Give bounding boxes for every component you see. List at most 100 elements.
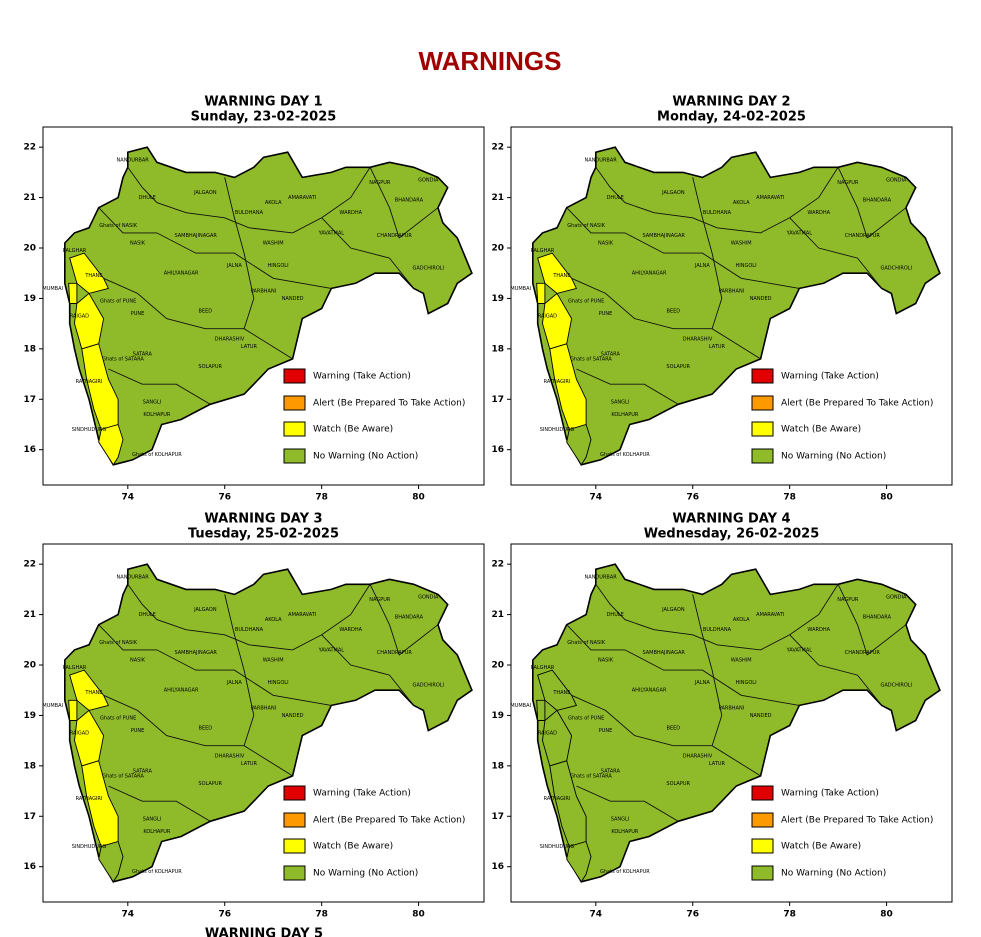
- district-label: DHARASHIV: [683, 336, 713, 342]
- x-tick-label: 74: [590, 493, 603, 503]
- district-label: GADCHIROLI: [412, 266, 444, 272]
- district-label: CHANDRAPUR: [845, 650, 881, 656]
- district-label: KOLHAPUR: [611, 829, 639, 835]
- district-label: SANGLI: [611, 816, 630, 822]
- district-border: [576, 368, 679, 405]
- legend-label: Alert (Be Prepared To Take Action): [313, 816, 465, 826]
- district-label: MUMBAI: [42, 286, 63, 292]
- district-border: [837, 584, 907, 656]
- y-tick-label: 21: [491, 193, 504, 203]
- district-label: THANE: [84, 273, 102, 279]
- y-tick-label: 19: [23, 294, 36, 304]
- district-label: RAIGAD: [70, 731, 89, 737]
- district-label: PUNE: [599, 728, 613, 734]
- x-tick-label: 76: [218, 910, 231, 920]
- y-tick-label: 21: [23, 610, 36, 620]
- legend-label: No Warning (No Action): [781, 452, 886, 462]
- district-label: HINGOLI: [268, 680, 289, 686]
- district-label: JALNA: [694, 680, 710, 686]
- district-label: SOLAPUR: [198, 781, 222, 787]
- district: [68, 282, 78, 304]
- legend-swatch: [283, 395, 306, 411]
- district-label: KOLHAPUR: [143, 412, 171, 418]
- district-label: AKOLA: [265, 200, 282, 206]
- legend-swatch: [751, 368, 774, 384]
- district-label: YAVATMAL: [786, 230, 813, 236]
- district-label: NASIK: [130, 657, 146, 663]
- y-tick-label: 20: [491, 661, 504, 671]
- district-label: Ghats of SATARA: [570, 773, 612, 779]
- district-border: [98, 624, 332, 706]
- x-tick-label: 80: [412, 493, 425, 503]
- y-tick-label: 18: [23, 761, 36, 771]
- district-label: AKOLA: [733, 617, 750, 623]
- legend-swatch: [751, 812, 774, 828]
- district-border: [789, 217, 883, 289]
- district-label: GADCHIROLI: [880, 683, 912, 689]
- district-label: GONDIA: [886, 594, 907, 600]
- legend-label: Warning (Take Action): [313, 789, 411, 799]
- panel-subtitle: Sunday, 23-02-2025: [191, 110, 337, 125]
- district-border: [108, 368, 211, 405]
- district-label: NASIK: [598, 657, 614, 663]
- x-tick-label: 78: [783, 493, 796, 503]
- district-label: HINGOLI: [736, 263, 757, 269]
- y-tick-label: 16: [491, 445, 504, 455]
- district-label: JALGAON: [193, 190, 217, 196]
- y-tick-label: 17: [23, 395, 36, 405]
- panel-title: WARNING DAY 1: [204, 95, 322, 110]
- district-label: SATARA: [133, 351, 153, 357]
- district-label: LATUR: [709, 761, 726, 767]
- district-label: SAMBHAJINAGAR: [642, 650, 685, 656]
- district-label: BEED: [199, 726, 213, 732]
- district-label: WASHIM: [731, 240, 752, 246]
- district-label: WASHIM: [731, 657, 752, 663]
- district-label: RATNAGIRI: [544, 379, 571, 385]
- district-label: NAGPUR: [837, 597, 859, 603]
- district-label: Ghats of NASIK: [99, 640, 137, 646]
- district-label: Ghats of NASIK: [567, 640, 605, 646]
- district-label: MUMBAI: [510, 703, 531, 709]
- district-label: YAVATMAL: [318, 647, 345, 653]
- district-border: [571, 277, 761, 360]
- district-label: LATUR: [709, 344, 726, 350]
- district-label: LATUR: [241, 761, 258, 767]
- district-label: NANDED: [750, 296, 772, 302]
- y-tick-label: 18: [491, 761, 504, 771]
- district-label: SINDHUDURG: [72, 427, 107, 433]
- district-label: NASIK: [598, 240, 614, 246]
- district-label: NAGPUR: [369, 180, 391, 186]
- district-label: WASHIM: [263, 240, 284, 246]
- district-label: Ghats of PUNE: [100, 715, 136, 721]
- panel-subtitle: Wednesday, 26-02-2025: [644, 527, 820, 542]
- district-label: RATNAGIRI: [76, 379, 103, 385]
- district-label: DHULE: [139, 195, 156, 201]
- district-label: NASIK: [130, 240, 146, 246]
- district-label: WARDHA: [807, 210, 830, 216]
- district-label: Ghats of KOLHAPUR: [600, 869, 650, 875]
- legend-label: Watch (Be Aware): [781, 425, 861, 435]
- x-tick-label: 76: [686, 493, 699, 503]
- district-label: Ghats of NASIK: [567, 223, 605, 229]
- legend-swatch: [751, 838, 774, 854]
- district-label: PARBHANI: [251, 288, 276, 294]
- legend-label: No Warning (No Action): [313, 869, 418, 879]
- legend-swatch: [751, 785, 774, 801]
- y-tick-label: 16: [23, 862, 36, 872]
- district-label: YAVATMAL: [786, 647, 813, 653]
- district-label: PUNE: [131, 728, 145, 734]
- legend-swatch: [751, 421, 774, 437]
- district-border: [224, 177, 255, 329]
- district-label: BEED: [667, 309, 681, 315]
- y-tick-label: 22: [23, 560, 36, 570]
- y-tick-label: 19: [491, 294, 504, 304]
- district-label: Ghats of SATARA: [102, 356, 144, 362]
- district: [68, 699, 78, 721]
- district-label: BHANDARA: [863, 615, 892, 621]
- district-label: Ghats of KOLHAPUR: [600, 452, 650, 458]
- legend-swatch: [283, 865, 306, 881]
- district-label: DHULE: [607, 195, 624, 201]
- district-label: Ghats of PUNE: [568, 715, 604, 721]
- district-label: PUNE: [599, 311, 613, 317]
- district-label: SINDHUDURG: [540, 427, 575, 433]
